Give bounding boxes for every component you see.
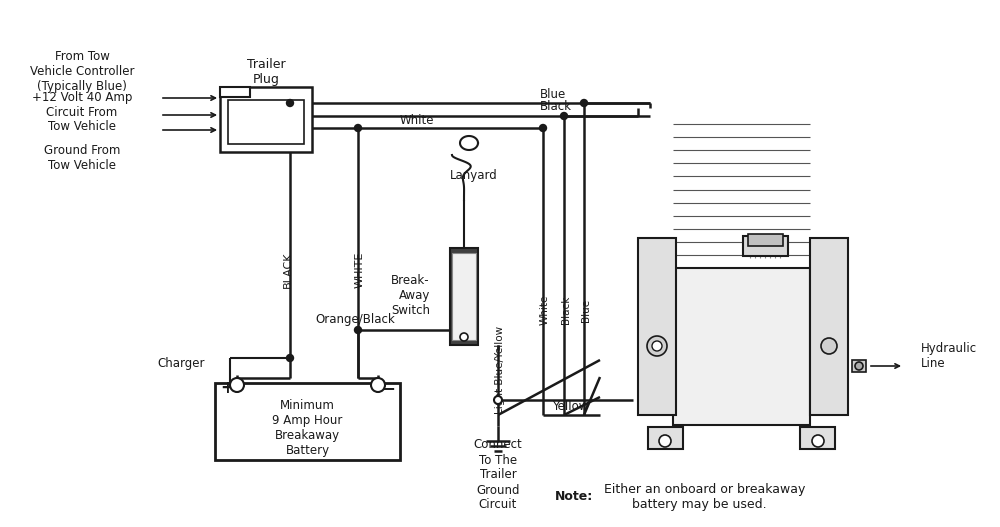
Text: Either an onboard or breakaway
        battery may be used.: Either an onboard or breakaway battery m…	[600, 483, 805, 511]
Text: Minimum
9 Amp Hour
Breakaway
Battery: Minimum 9 Amp Hour Breakaway Battery	[272, 399, 343, 457]
Bar	[638, 238, 676, 415]
Text: Lanyard: Lanyard	[450, 169, 498, 181]
Bar	[220, 87, 312, 152]
Bar	[673, 268, 810, 425]
Circle shape	[354, 124, 362, 132]
Bar	[228, 100, 304, 144]
Circle shape	[287, 100, 294, 106]
Circle shape	[354, 327, 362, 334]
Circle shape	[812, 435, 824, 447]
Text: White: White	[400, 113, 434, 126]
Text: Hydraulic
Line: Hydraulic Line	[921, 342, 977, 370]
Circle shape	[460, 333, 468, 341]
Bar	[800, 427, 835, 449]
Circle shape	[560, 112, 568, 120]
Text: Note:: Note:	[555, 491, 593, 503]
Circle shape	[659, 435, 671, 447]
Text: +12 Volt 40 Amp
Circuit From
Tow Vehicle: +12 Volt 40 Amp Circuit From Tow Vehicle	[32, 91, 132, 133]
Text: From Tow
Vehicle Controller
(Typically Blue): From Tow Vehicle Controller (Typically B…	[30, 50, 134, 93]
Bar	[220, 87, 250, 97]
Text: +: +	[220, 379, 234, 397]
Text: Trailer
Plug: Trailer Plug	[247, 58, 285, 86]
Bar	[743, 236, 788, 256]
Bar	[852, 360, 866, 372]
Text: Black: Black	[540, 101, 572, 113]
Circle shape	[230, 378, 244, 392]
Text: Connect
To The
Trailer
Ground
Circuit: Connect To The Trailer Ground Circuit	[474, 438, 522, 512]
Circle shape	[494, 396, 502, 404]
Bar	[810, 238, 848, 415]
Text: Blue: Blue	[540, 87, 566, 101]
Bar	[648, 427, 683, 449]
Text: Blue: Blue	[581, 298, 591, 321]
Text: WHITE: WHITE	[355, 252, 365, 288]
Circle shape	[371, 378, 385, 392]
Text: Yellow: Yellow	[552, 401, 588, 414]
Text: Orange/Black: Orange/Black	[315, 314, 395, 327]
Circle shape	[855, 362, 863, 370]
Bar	[215, 383, 400, 460]
Bar	[748, 234, 783, 246]
Circle shape	[647, 336, 667, 356]
Circle shape	[821, 338, 837, 354]
Text: White: White	[540, 295, 550, 325]
Bar	[452, 253, 476, 340]
Circle shape	[580, 100, 588, 106]
Text: Ground From
Tow Vehicle: Ground From Tow Vehicle	[44, 144, 120, 172]
Text: Black: Black	[561, 296, 571, 324]
Text: Break-
Away
Switch: Break- Away Switch	[391, 274, 430, 317]
Circle shape	[652, 341, 662, 351]
Text: BLACK: BLACK	[283, 252, 293, 288]
Text: −: −	[381, 379, 395, 397]
Circle shape	[287, 355, 294, 362]
Text: Light Blue/Yellow: Light Blue/Yellow	[495, 326, 505, 414]
Circle shape	[540, 124, 546, 132]
Bar	[450, 248, 478, 345]
Text: Charger: Charger	[158, 356, 205, 369]
